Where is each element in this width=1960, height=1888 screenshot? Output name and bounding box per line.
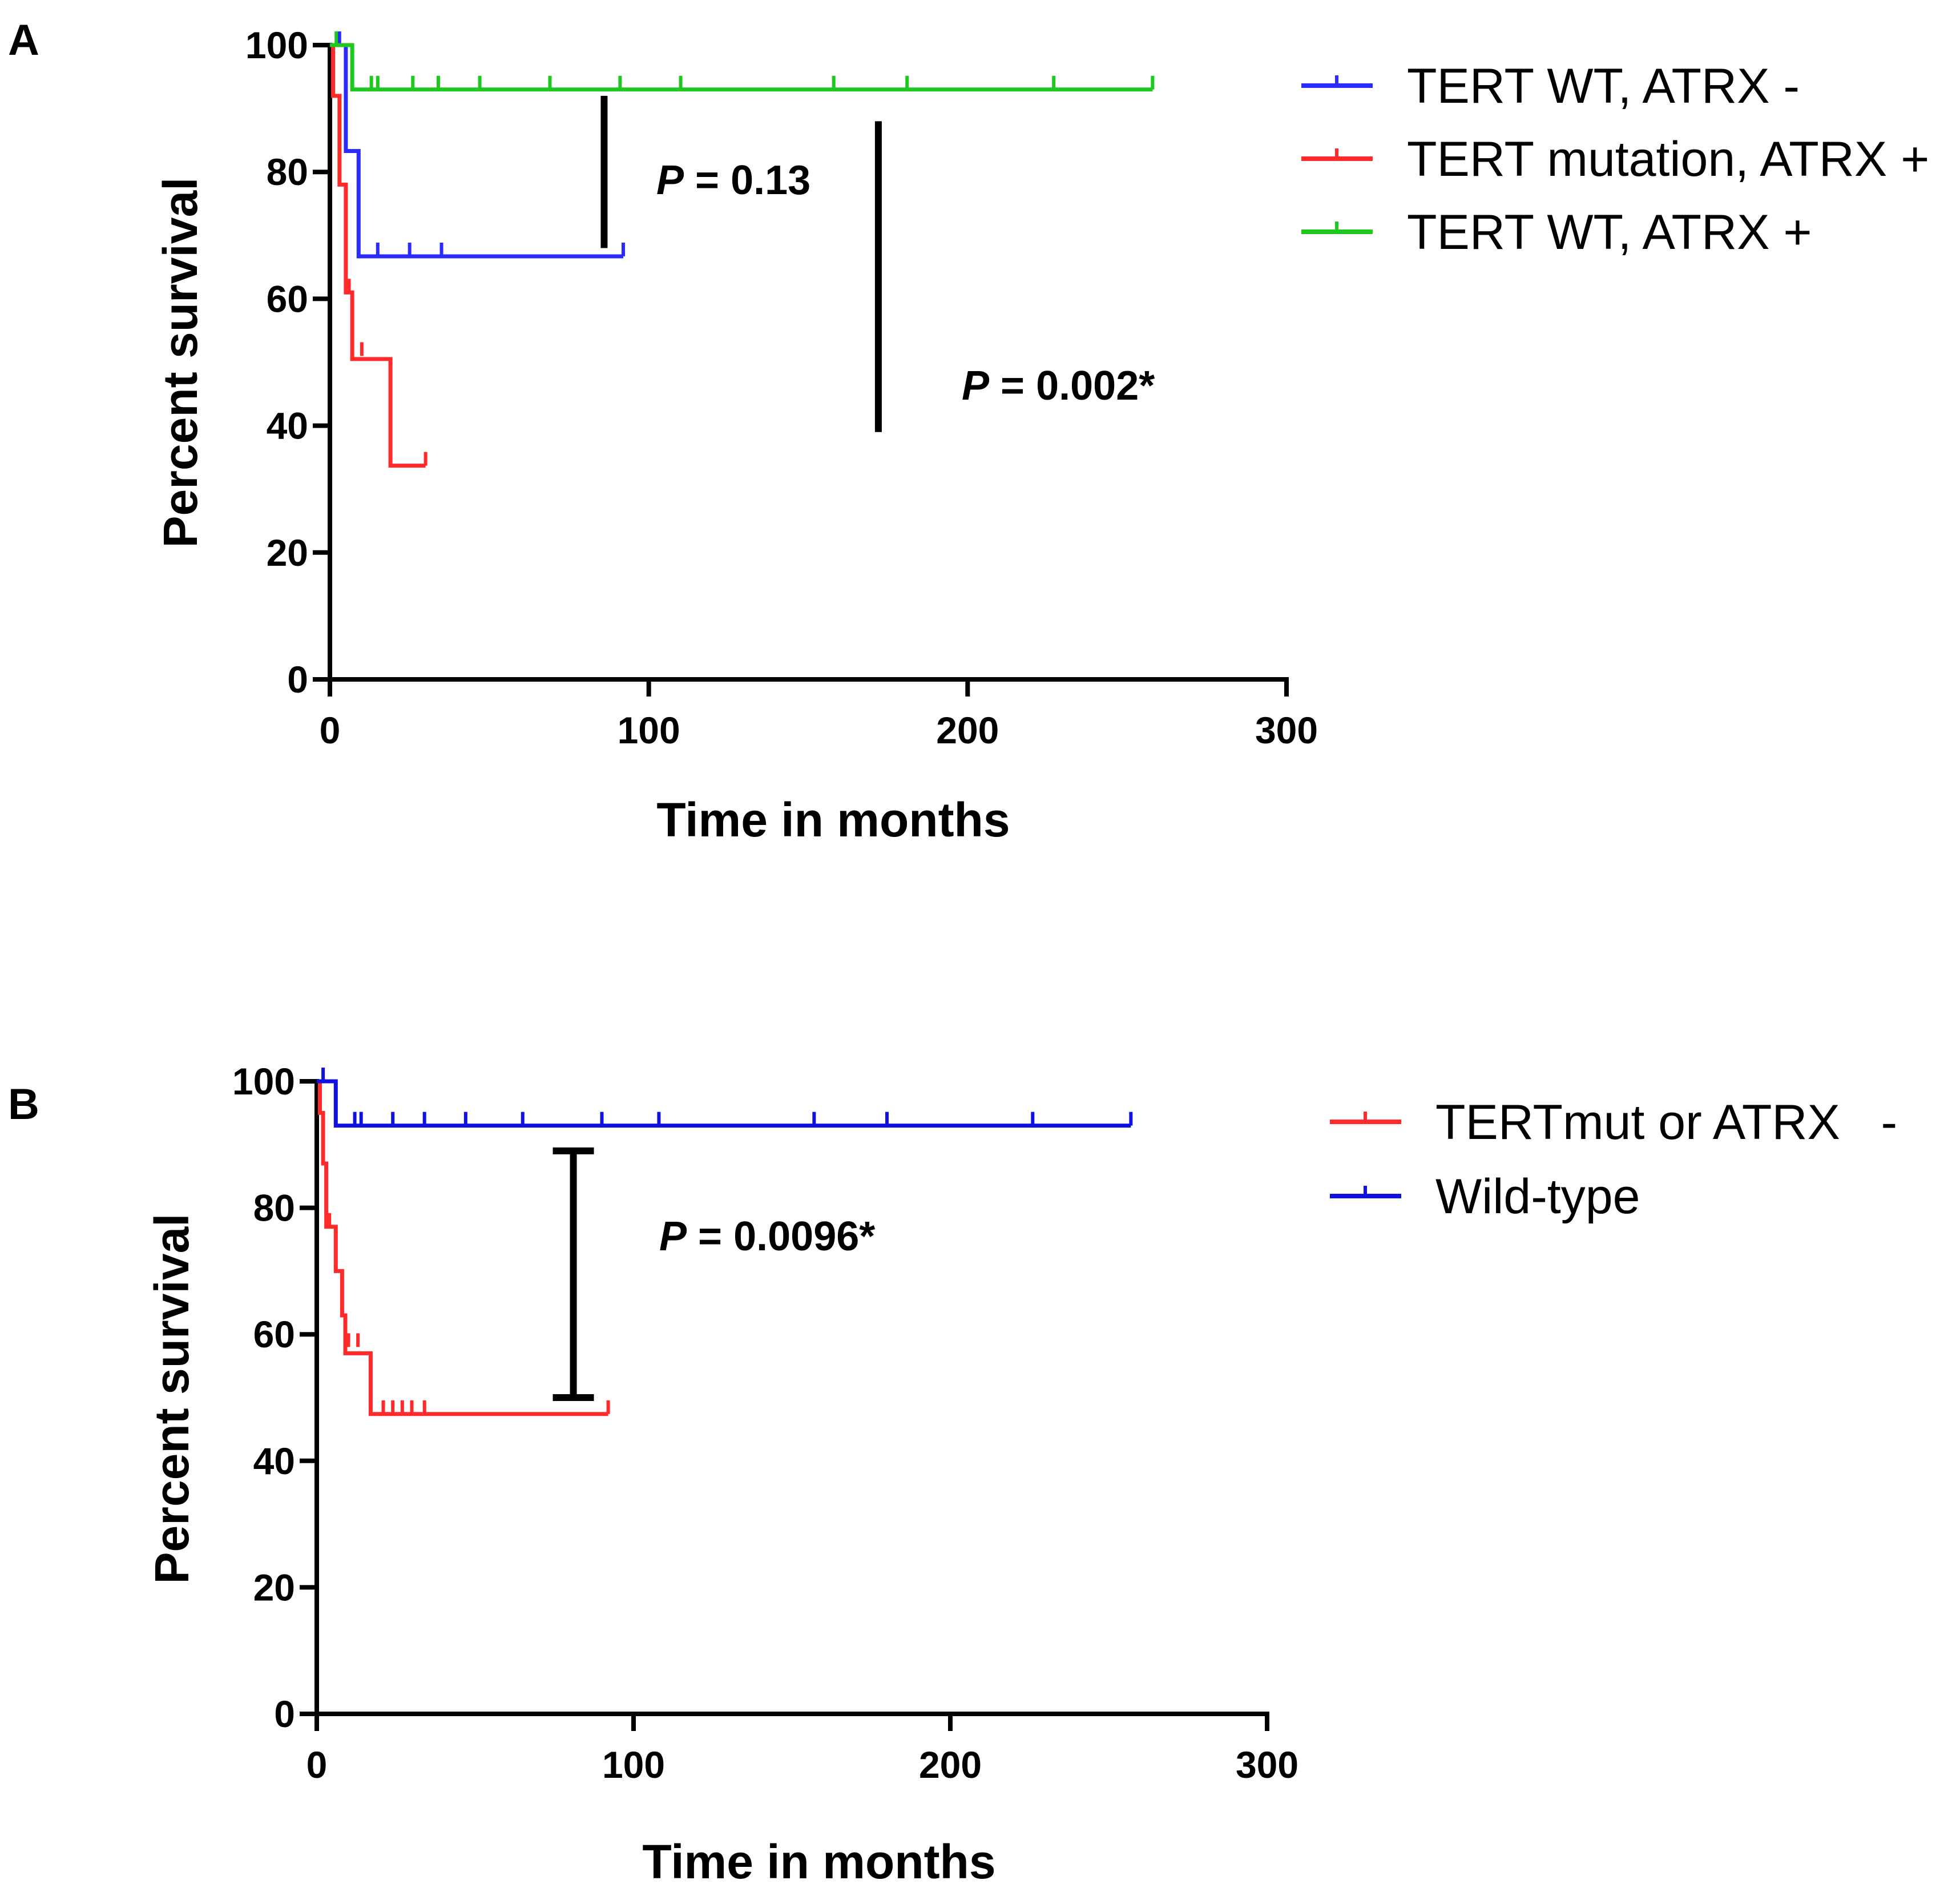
legend-label-tert-mutation-atrx-pos: TERT mutation, ATRX + xyxy=(1407,132,1929,187)
panel-a-ticks: 0 20 40 60 80 100 0 100 200 300 xyxy=(245,24,1318,751)
legend-label-tert-wt-atrx-neg: TERT WT, ATRX - xyxy=(1407,59,1800,114)
panel-a-ytick-label-60: 60 xyxy=(267,277,308,320)
panel-a-ytick-label-40: 40 xyxy=(267,405,308,447)
panel-a-legend: TERT WT, ATRX - TERT mutation, ATRX + TE… xyxy=(1301,59,1929,260)
panel-b-ticks: 0 20 40 60 80 100 0 100 200 300 xyxy=(232,1060,1298,1786)
p-value-a2-p: P xyxy=(962,363,990,409)
panel-b-xtick-label-200: 200 xyxy=(919,1744,982,1786)
legend-label-wild-type: Wild-type xyxy=(1435,1169,1640,1224)
panel-b-ylabel: Percent survival xyxy=(145,1213,199,1584)
legend-label-tertmut-or-atrx: TERTmut or ATRX - xyxy=(1435,1095,1897,1150)
panel-a-xlabel: Time in months xyxy=(656,793,1010,847)
panel-a-xtick-label-300: 300 xyxy=(1255,709,1318,751)
panel-b-xlabel: Time in months xyxy=(642,1835,995,1888)
legend-item-tert-wt-atrx-neg: TERT WT, ATRX - xyxy=(1301,59,1800,114)
panel-b-xtick-label-0: 0 xyxy=(306,1744,328,1786)
panel-b-ytick-label-80: 80 xyxy=(253,1187,295,1229)
panel-b-xtick-label-300: 300 xyxy=(1236,1744,1298,1786)
panel-a-ylabel: Percent survival xyxy=(154,177,207,548)
panel-a-brackets xyxy=(600,95,882,432)
p-value-label-a1: P = 0.13 xyxy=(656,158,810,203)
p-value-label-a2: P = 0.002* xyxy=(962,363,1155,409)
p-value-b1-p: P xyxy=(659,1214,687,1259)
panel-a-xtick-label-100: 100 xyxy=(618,709,680,751)
legend-item-tert-wt-atrx-pos: TERT WT, ATRX + xyxy=(1301,205,1812,260)
panel-b-series-1-curve xyxy=(317,1079,1131,1128)
panel-a: A 0 20 40 60 80 100 0 100 200 300 Percent surviva… xyxy=(8,16,1929,847)
panel-b-label: B xyxy=(8,1080,39,1129)
panel-b-ytick-label-40: 40 xyxy=(253,1440,295,1482)
panel-b-brackets xyxy=(552,1147,594,1401)
panel-a-label: A xyxy=(8,16,39,65)
panel-a-xtick-label-200: 200 xyxy=(936,709,999,751)
panel-b-legend: TERTmut or ATRX - Wild-type xyxy=(1330,1095,1897,1224)
panel-a-series-0-curve xyxy=(330,43,623,259)
legend-item-tert-mutation-atrx-pos: TERT mutation, ATRX + xyxy=(1301,132,1929,187)
panel-a-ytick-label-20: 20 xyxy=(267,532,308,574)
panel-b-ytick-label-60: 60 xyxy=(253,1313,295,1355)
panel-a-ytick-label-100: 100 xyxy=(245,24,308,66)
p-value-a2-value: = 0.002* xyxy=(989,363,1155,409)
panel-b: B 0 20 40 60 80 100 0 100 200 300 Percent surviva… xyxy=(8,1060,1897,1888)
p-value-b1-value: = 0.0096* xyxy=(687,1214,875,1259)
panel-a-ytick-label-80: 80 xyxy=(267,151,308,193)
panel-b-ytick-label-100: 100 xyxy=(232,1060,295,1102)
panel-b-ytick-label-20: 20 xyxy=(253,1566,295,1608)
legend-item-wild-type: Wild-type xyxy=(1330,1169,1640,1224)
p-value-a1-p: P xyxy=(656,158,684,203)
p-value-a1-value: = 0.13 xyxy=(684,158,810,203)
panel-a-xtick-label-0: 0 xyxy=(320,709,341,751)
p-value-label-b1: P = 0.0096* xyxy=(659,1214,875,1259)
panel-b-series-0-curve xyxy=(317,1079,608,1416)
panel-a-series-1-curve xyxy=(330,43,426,468)
panel-a-series xyxy=(330,31,1155,468)
panel-b-ytick-label-0: 0 xyxy=(274,1693,295,1735)
panel-b-xtick-label-100: 100 xyxy=(602,1744,665,1786)
panel-a-series-2-curve xyxy=(330,43,1153,92)
panel-b-series xyxy=(317,1068,1133,1416)
legend-label-tert-wt-atrx-pos: TERT WT, ATRX + xyxy=(1407,205,1812,260)
panel-a-ytick-label-0: 0 xyxy=(287,658,308,701)
legend-item-tertmut-or-atrx: TERTmut or ATRX - xyxy=(1330,1095,1897,1150)
